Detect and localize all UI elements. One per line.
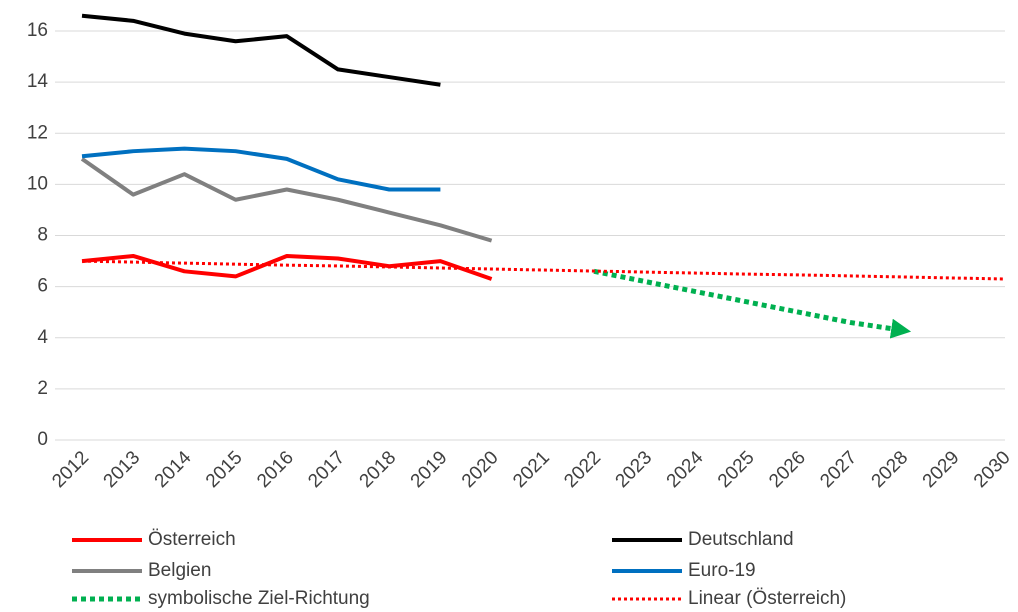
x-tick-label: 2022 [560,447,605,492]
y-tick-label: 2 [37,378,48,399]
y-tick-label: 12 [27,122,48,143]
x-tick-label: 2012 [48,447,93,492]
series-line [81,146,441,192]
series-line [81,13,441,87]
legend-label: Belgien [148,560,211,581]
x-tick-label: 2024 [663,447,708,492]
x-tick-label: 2020 [458,447,503,492]
series-line [80,157,493,243]
x-tick-label: 2026 [765,447,810,492]
x-tick-label: 2018 [356,447,401,492]
x-tick-label: 2025 [714,447,759,492]
x-tick-label: 2015 [202,447,247,492]
x-tick-label: 2019 [407,447,452,492]
series-line [81,259,1004,281]
y-tick-label: 4 [37,327,48,348]
x-tick-label: 2021 [509,447,554,492]
y-tick-label: 6 [37,276,48,297]
x-tick-label: 2013 [100,447,145,492]
x-tick-label: 2028 [868,447,913,492]
y-tick-label: 0 [37,429,48,450]
x-tick-label: 2016 [253,447,298,492]
legend-label: Deutschland [688,529,794,550]
y-tick-label: 8 [37,225,48,246]
x-tick-label: 2030 [970,447,1015,492]
x-tick-label: 2014 [151,447,196,492]
x-tick-label: 2027 [816,447,861,492]
x-tick-label: 2023 [612,447,657,492]
y-tick-label: 10 [27,173,48,194]
x-tick-label: 2017 [304,447,349,492]
legend-label: Euro-19 [688,560,756,581]
x-tick-label: 2029 [919,447,964,492]
legend-label: Linear (Österreich) [688,588,846,609]
legend-label: symbolische Ziel-Richtung [148,588,370,609]
legend-label: Österreich [148,529,236,550]
y-tick-label: 16 [27,20,48,41]
series-line [593,268,912,339]
y-tick-label: 14 [27,71,49,92]
